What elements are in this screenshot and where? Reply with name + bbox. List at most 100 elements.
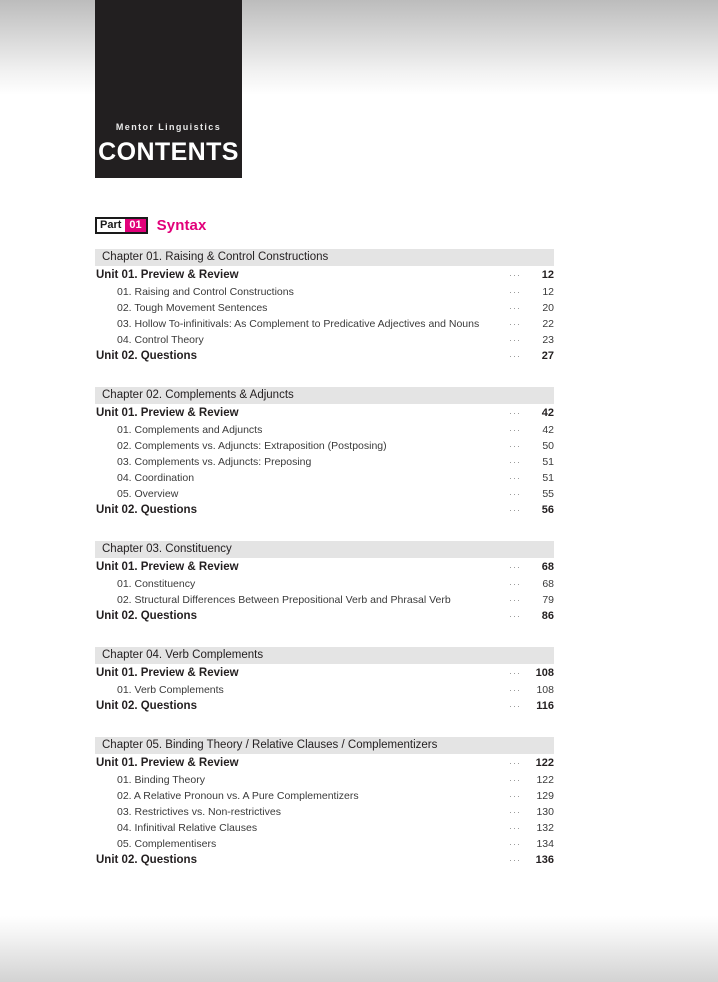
toc-unit-row[interactable]: Unit 02. Questions ··· 86: [95, 610, 554, 627]
toc-item-row[interactable]: 02. Tough Movement Sentences ··· 20: [95, 302, 554, 318]
toc-item-label: 05. Overview: [117, 488, 179, 500]
toc-page-number: 12: [542, 286, 554, 298]
part-word-label: Part: [97, 219, 126, 232]
toc-page-number: 42: [541, 407, 554, 419]
toc-leader-dots: ···: [509, 823, 521, 833]
part-heading: Part 01 Syntax: [95, 216, 554, 235]
toc-item-label: 02. Tough Movement Sentences: [117, 302, 268, 314]
toc-leader-dots: ···: [509, 855, 521, 865]
toc-page-number: 20: [542, 302, 554, 314]
toc-item-row[interactable]: 03. Hollow To-infinitivals: As Complemen…: [95, 318, 554, 334]
toc-page-number: 86: [541, 610, 554, 622]
toc-item-row[interactable]: 03. Restrictives vs. Non-restrictives ···…: [95, 806, 554, 822]
toc-unit-row[interactable]: Unit 02. Questions ··· 136: [95, 854, 554, 871]
toc-item-row[interactable]: 03. Complements vs. Adjuncts: Preposing ·…: [95, 456, 554, 472]
toc-unit-label: Unit 02. Questions: [96, 700, 197, 712]
toc-item-label: 03. Restrictives vs. Non-restrictives: [117, 806, 281, 818]
part-number-label: 01: [125, 219, 146, 232]
toc-leader-dots: ···: [509, 595, 521, 605]
toc-item-label: 01. Complements and Adjuncts: [117, 424, 263, 436]
chapter-header-bar: Chapter 02. Complements & Adjuncts: [95, 387, 554, 404]
toc-item-label: 01. Binding Theory: [117, 774, 205, 786]
chapter-group: Chapter 04. Verb Complements Unit 01. Pre…: [95, 647, 554, 717]
toc-unit-row[interactable]: Unit 01. Preview & Review ··· 12: [95, 269, 554, 286]
toc-unit-label: Unit 01. Preview & Review: [96, 561, 239, 573]
toc-unit-row[interactable]: Unit 02. Questions ··· 27: [95, 350, 554, 367]
toc-item-label: 05. Complementisers: [117, 838, 217, 850]
toc-page-number: 22: [542, 318, 554, 330]
toc-page-number: 55: [542, 488, 554, 500]
toc-item-row[interactable]: 04. Coordination ··· 51: [95, 472, 554, 488]
toc-page-number: 51: [542, 456, 554, 468]
toc-item-label: 02. Complements vs. Adjuncts: Extraposit…: [117, 440, 387, 452]
toc-page-number: 134: [536, 838, 554, 850]
toc-page-number: 122: [535, 757, 554, 769]
toc-unit-label: Unit 01. Preview & Review: [96, 407, 239, 419]
toc-leader-dots: ···: [509, 319, 521, 329]
toc-page-number: 136: [535, 854, 554, 866]
toc-leader-dots: ···: [509, 685, 521, 695]
toc-unit-row[interactable]: Unit 02. Questions ··· 56: [95, 504, 554, 521]
toc-item-label: 03. Complements vs. Adjuncts: Preposing: [117, 456, 312, 468]
toc-leader-dots: ···: [509, 473, 521, 483]
toc-page-number: 12: [541, 269, 554, 281]
toc-page-number: 108: [535, 667, 554, 679]
toc-page-number: 23: [542, 334, 554, 346]
toc-item-row[interactable]: 04. Infinitival Relative Clauses ··· 132: [95, 822, 554, 838]
chapter-group: Chapter 02. Complements & Adjuncts Unit 0…: [95, 387, 554, 521]
chapter-header-bar: Chapter 04. Verb Complements: [95, 647, 554, 664]
toc-item-label: 01. Raising and Control Constructions: [117, 286, 294, 298]
toc-leader-dots: ···: [509, 425, 521, 435]
chapter-group: Chapter 01. Raising & Control Constructi…: [95, 249, 554, 367]
chapter-header-bar: Chapter 05. Binding Theory / Relative Cl…: [95, 737, 554, 754]
toc-unit-row[interactable]: Unit 01. Preview & Review ··· 68: [95, 561, 554, 578]
part-title: Syntax: [156, 217, 207, 234]
toc-unit-label: Unit 02. Questions: [96, 504, 197, 516]
toc-leader-dots: ···: [509, 408, 521, 418]
toc-item-label: 02. Structural Differences Between Prepo…: [117, 594, 451, 606]
toc-unit-row[interactable]: Unit 01. Preview & Review ··· 108: [95, 667, 554, 684]
toc-leader-dots: ···: [509, 758, 521, 768]
toc-page-number: 129: [536, 790, 554, 802]
toc-leader-dots: ···: [509, 562, 521, 572]
toc-item-row[interactable]: 01. Verb Complements ··· 108: [95, 684, 554, 700]
toc-page-number: 50: [542, 440, 554, 452]
toc-leader-dots: ···: [509, 303, 521, 313]
toc-item-row[interactable]: 02. A Relative Pronoun vs. A Pure Comple…: [95, 790, 554, 806]
toc-page-number: 51: [542, 472, 554, 484]
toc-item-row[interactable]: 05. Overview ··· 55: [95, 488, 554, 504]
cover-series-label: Mentor Linguistics: [115, 122, 222, 132]
toc-unit-row[interactable]: Unit 02. Questions ··· 116: [95, 700, 554, 717]
toc-leader-dots: ···: [509, 611, 521, 621]
toc-leader-dots: ···: [509, 701, 521, 711]
toc-leader-dots: ···: [509, 287, 521, 297]
toc-unit-row[interactable]: Unit 01. Preview & Review ··· 122: [95, 757, 554, 774]
toc-item-row[interactable]: 01. Raising and Control Constructions ···…: [95, 286, 554, 302]
toc-item-row[interactable]: 01. Binding Theory ··· 122: [95, 774, 554, 790]
toc-item-row[interactable]: 01. Constituency ··· 68: [95, 578, 554, 594]
toc-leader-dots: ···: [509, 807, 521, 817]
chapter-header-bar: Chapter 01. Raising & Control Constructi…: [95, 249, 554, 266]
toc-item-row[interactable]: 05. Complementisers ··· 134: [95, 838, 554, 854]
toc-item-label: 04. Control Theory: [117, 334, 204, 346]
toc-page-number: 27: [541, 350, 554, 362]
toc-unit-row[interactable]: Unit 01. Preview & Review ··· 42: [95, 407, 554, 424]
toc-page-number: 79: [542, 594, 554, 606]
toc-unit-label: Unit 02. Questions: [96, 350, 197, 362]
chapter-group: Chapter 03. Constituency Unit 01. Preview…: [95, 541, 554, 627]
toc-leader-dots: ···: [509, 775, 521, 785]
chapter-list: Chapter 01. Raising & Control Constructi…: [95, 249, 554, 871]
toc-item-row[interactable]: 02. Structural Differences Between Prepo…: [95, 594, 554, 610]
chapter-header-bar: Chapter 03. Constituency: [95, 541, 554, 558]
toc-item-label: 04. Infinitival Relative Clauses: [117, 822, 258, 834]
toc-item-row[interactable]: 04. Control Theory ··· 23: [95, 334, 554, 350]
toc-leader-dots: ···: [509, 668, 521, 678]
toc-leader-dots: ···: [509, 579, 521, 589]
toc-unit-label: Unit 02. Questions: [96, 854, 197, 866]
toc-leader-dots: ···: [509, 839, 521, 849]
toc-item-row[interactable]: 02. Complements vs. Adjuncts: Extraposit…: [95, 440, 554, 456]
toc-item-row[interactable]: 01. Complements and Adjuncts ··· 42: [95, 424, 554, 440]
toc-leader-dots: ···: [509, 457, 521, 467]
toc-page-number: 116: [536, 700, 554, 712]
toc-leader-dots: ···: [509, 441, 521, 451]
